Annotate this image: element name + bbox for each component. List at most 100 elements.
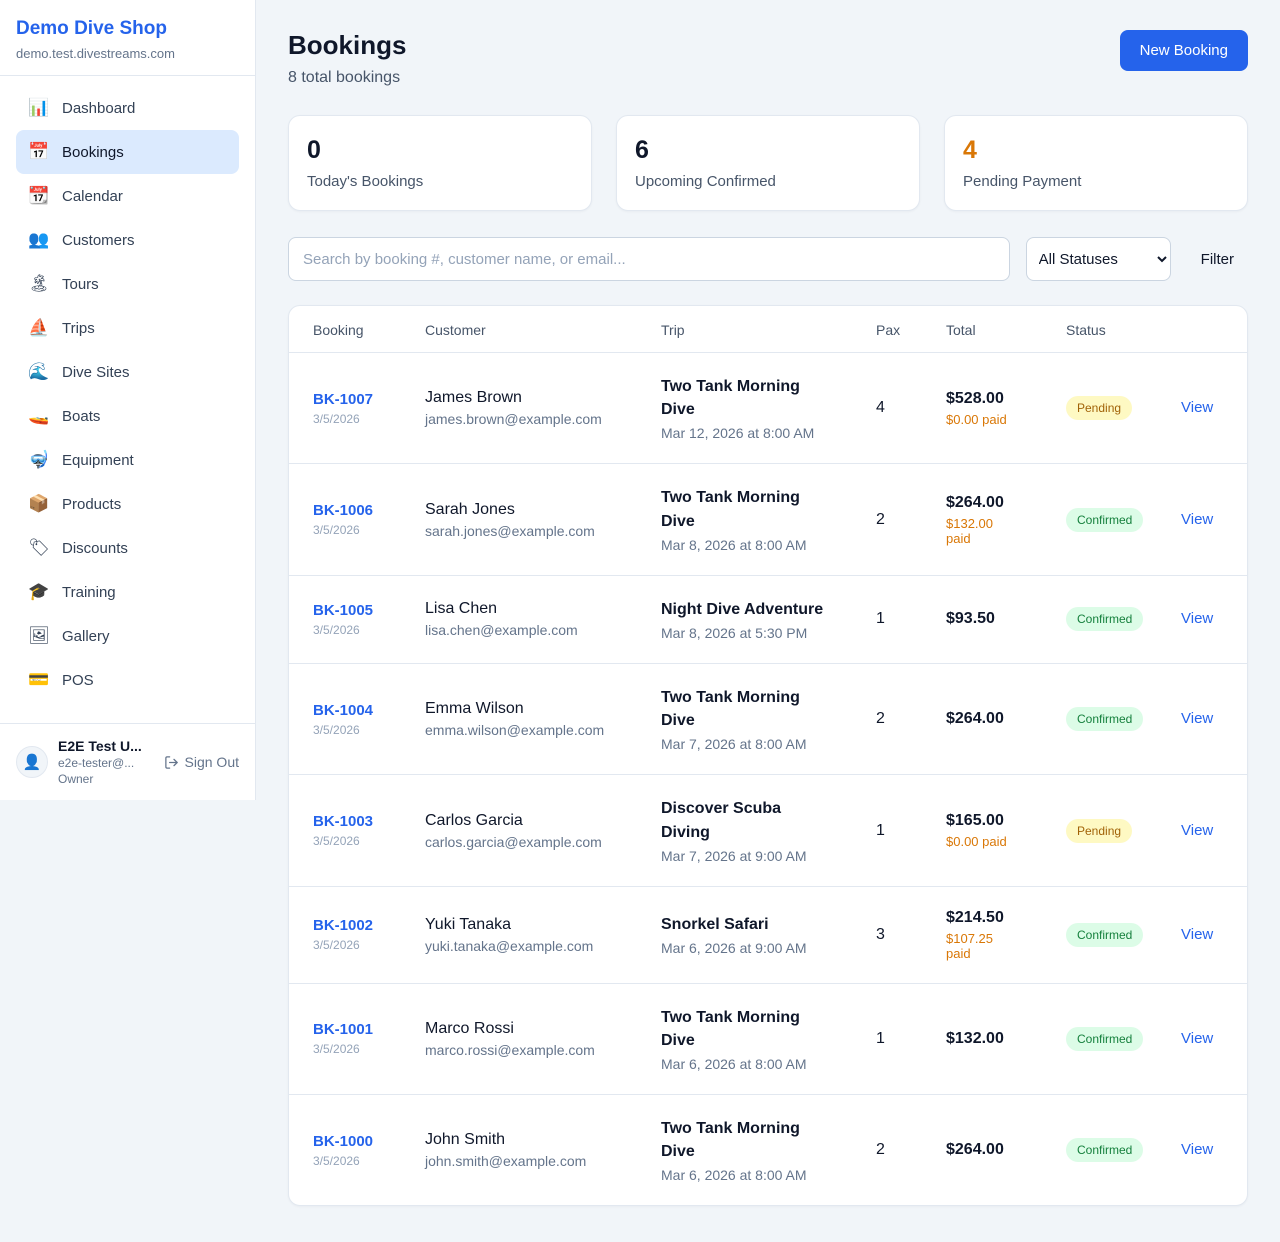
status-badge: Confirmed	[1066, 922, 1144, 947]
table-row: BK-1005 3/5/2026 Lisa Chen lisa.chen@exa…	[289, 574, 1247, 663]
view-link[interactable]: View	[1181, 510, 1214, 528]
column-header-booking: Booking	[313, 322, 364, 338]
customer-name: Lisa Chen	[425, 600, 498, 618]
sidebar-item-label: Bookings	[62, 143, 124, 161]
customer-email: emma.wilson@example.com	[425, 722, 605, 739]
sidebar-item-equipment[interactable]: 🤿 Equipment	[16, 438, 239, 482]
table-row: BK-1002 3/5/2026 Yuki Tanaka yuki.tanaka…	[289, 885, 1247, 983]
trip-datetime: Mar 6, 2026 at 8:00 AM	[661, 1167, 807, 1184]
view-link[interactable]: View	[1181, 1141, 1214, 1159]
booking-id-link[interactable]: BK-1006	[313, 502, 374, 520]
booking-id-link[interactable]: BK-1001	[313, 1021, 374, 1039]
paid-amount: $107.25 paid	[946, 930, 993, 961]
customer-cell: Carlos Garcia carlos.garcia@example.com	[425, 812, 661, 850]
view-link[interactable]: View	[1181, 1029, 1214, 1047]
paid-amount: $0.00 paid	[946, 834, 1007, 849]
customer-email: sarah.jones@example.com	[425, 522, 595, 539]
sidebar-item-label: Gallery	[62, 627, 110, 645]
sidebar-item-boats[interactable]: 🚤 Boats	[16, 394, 239, 438]
booking-id-link[interactable]: BK-1000	[313, 1132, 374, 1150]
view-link[interactable]: View	[1181, 610, 1214, 628]
status-filter-select[interactable]: All Statuses	[1025, 237, 1171, 281]
trip-cell: Two Tank Morning Dive Mar 7, 2026 at 8:0…	[661, 686, 876, 752]
booking-id-link[interactable]: BK-1004	[313, 701, 374, 719]
sidebar-item-discounts[interactable]: 🏷 Discounts	[16, 526, 239, 570]
sidebar-item-calendar[interactable]: 📆 Calendar	[16, 174, 239, 218]
status-cell: Confirmed	[1066, 507, 1181, 532]
pax-count: 2	[876, 710, 885, 728]
actions-cell: View	[1181, 822, 1223, 840]
view-link[interactable]: View	[1181, 925, 1214, 943]
sidebar-item-gallery[interactable]: 🖼 Gallery	[16, 614, 239, 658]
sidebar-item-icon: 🤿	[28, 450, 50, 469]
sidebar-item-bookings[interactable]: 📅 Bookings	[16, 130, 239, 174]
sidebar-item-dashboard[interactable]: 📊 Dashboard	[16, 86, 239, 130]
sidebar-item-icon: ⛵	[28, 318, 50, 337]
stat-card: 0 Today's Bookings	[288, 115, 592, 211]
sign-out-icon	[164, 755, 179, 770]
view-link[interactable]: View	[1181, 399, 1214, 417]
status-badge: Confirmed	[1066, 507, 1144, 532]
customer-email: john.smith@example.com	[425, 1153, 587, 1170]
status-cell: Pending	[1066, 396, 1181, 421]
sidebar-item-icon: 📦	[28, 494, 50, 513]
customer-email: james.brown@example.com	[425, 411, 602, 428]
booking-cell: BK-1005 3/5/2026	[313, 602, 425, 637]
sidebar-item-customers[interactable]: 👥 Customers	[16, 218, 239, 262]
sidebar-item-pos[interactable]: 💳 POS	[16, 658, 239, 702]
sidebar-item-trips[interactable]: ⛵ Trips	[16, 306, 239, 350]
table-row: BK-1000 3/5/2026 John Smith john.smith@e…	[289, 1094, 1247, 1205]
user-name: E2E Test U...	[58, 738, 142, 754]
stat-label: Upcoming Confirmed	[635, 173, 776, 190]
booking-id-link[interactable]: BK-1003	[313, 813, 374, 830]
trip-datetime: Mar 12, 2026 at 8:00 AM	[661, 425, 815, 442]
booking-id-link[interactable]: BK-1005	[313, 601, 374, 619]
booking-date: 3/5/2026	[313, 411, 360, 426]
booking-date: 3/5/2026	[313, 1153, 360, 1168]
trip-name: Two Tank Morning Dive	[661, 378, 800, 419]
customer-cell: James Brown james.brown@example.com	[425, 389, 661, 427]
customer-name: Sarah Jones	[425, 500, 515, 518]
table-row: BK-1004 3/5/2026 Emma Wilson emma.wilson…	[289, 662, 1247, 774]
total-cell: $264.00 $132.00 paid	[946, 494, 1066, 546]
user-meta: E2E Test U... e2e-tester@... Owner	[58, 738, 154, 786]
booking-id-link[interactable]: BK-1007	[313, 390, 374, 408]
column-header-actions	[1181, 322, 1223, 338]
customer-cell: John Smith john.smith@example.com	[425, 1131, 661, 1169]
total-amount: $214.50	[946, 908, 1004, 926]
sidebar-item-label: Customers	[62, 231, 135, 249]
filter-button[interactable]: Filter	[1187, 243, 1248, 276]
booking-id-link[interactable]: BK-1002	[313, 917, 374, 935]
sidebar-item-tours[interactable]: 🏝 Tours	[16, 262, 239, 306]
actions-cell: View	[1181, 1030, 1223, 1048]
view-link[interactable]: View	[1181, 821, 1214, 839]
sidebar-item-label: POS	[62, 671, 94, 689]
total-cell: $264.00	[946, 1141, 1066, 1159]
page-header: Bookings 8 total bookings New Booking	[288, 30, 1248, 87]
status-badge: Confirmed	[1066, 1138, 1144, 1163]
total-amount: $93.50	[946, 610, 995, 628]
stat-label: Today's Bookings	[307, 173, 424, 190]
customer-cell: Marco Rossi marco.rossi@example.com	[425, 1020, 661, 1058]
trip-cell: Night Dive Adventure Mar 8, 2026 at 5:30…	[661, 598, 876, 641]
sidebar-item-dive-sites[interactable]: 🌊 Dive Sites	[16, 350, 239, 394]
search-input[interactable]	[288, 237, 1010, 281]
stat-value: 4	[963, 136, 977, 164]
total-cell: $214.50 $107.25 paid	[946, 909, 1066, 961]
booking-date: 3/5/2026	[313, 938, 360, 953]
status-cell: Confirmed	[1066, 922, 1181, 947]
sign-out-button[interactable]: Sign Out	[164, 754, 239, 770]
column-header-trip: Trip	[661, 322, 685, 338]
table-row: BK-1003 3/5/2026 Carlos Garcia carlos.ga…	[289, 774, 1247, 885]
booking-date: 3/5/2026	[313, 722, 360, 737]
customer-email: marco.rossi@example.com	[425, 1041, 595, 1058]
sidebar-item-training[interactable]: 🎓 Training	[16, 570, 239, 614]
paid-amount: $132.00 paid	[946, 515, 993, 546]
new-booking-button[interactable]: New Booking	[1119, 30, 1248, 71]
trip-datetime: Mar 6, 2026 at 9:00 AM	[661, 940, 807, 957]
sidebar-item-products[interactable]: 📦 Products	[16, 482, 239, 526]
view-link[interactable]: View	[1181, 710, 1214, 728]
actions-cell: View	[1181, 1141, 1223, 1159]
trip-name: Night Dive Adventure	[661, 600, 824, 618]
sidebar-item-label: Trips	[62, 319, 95, 337]
